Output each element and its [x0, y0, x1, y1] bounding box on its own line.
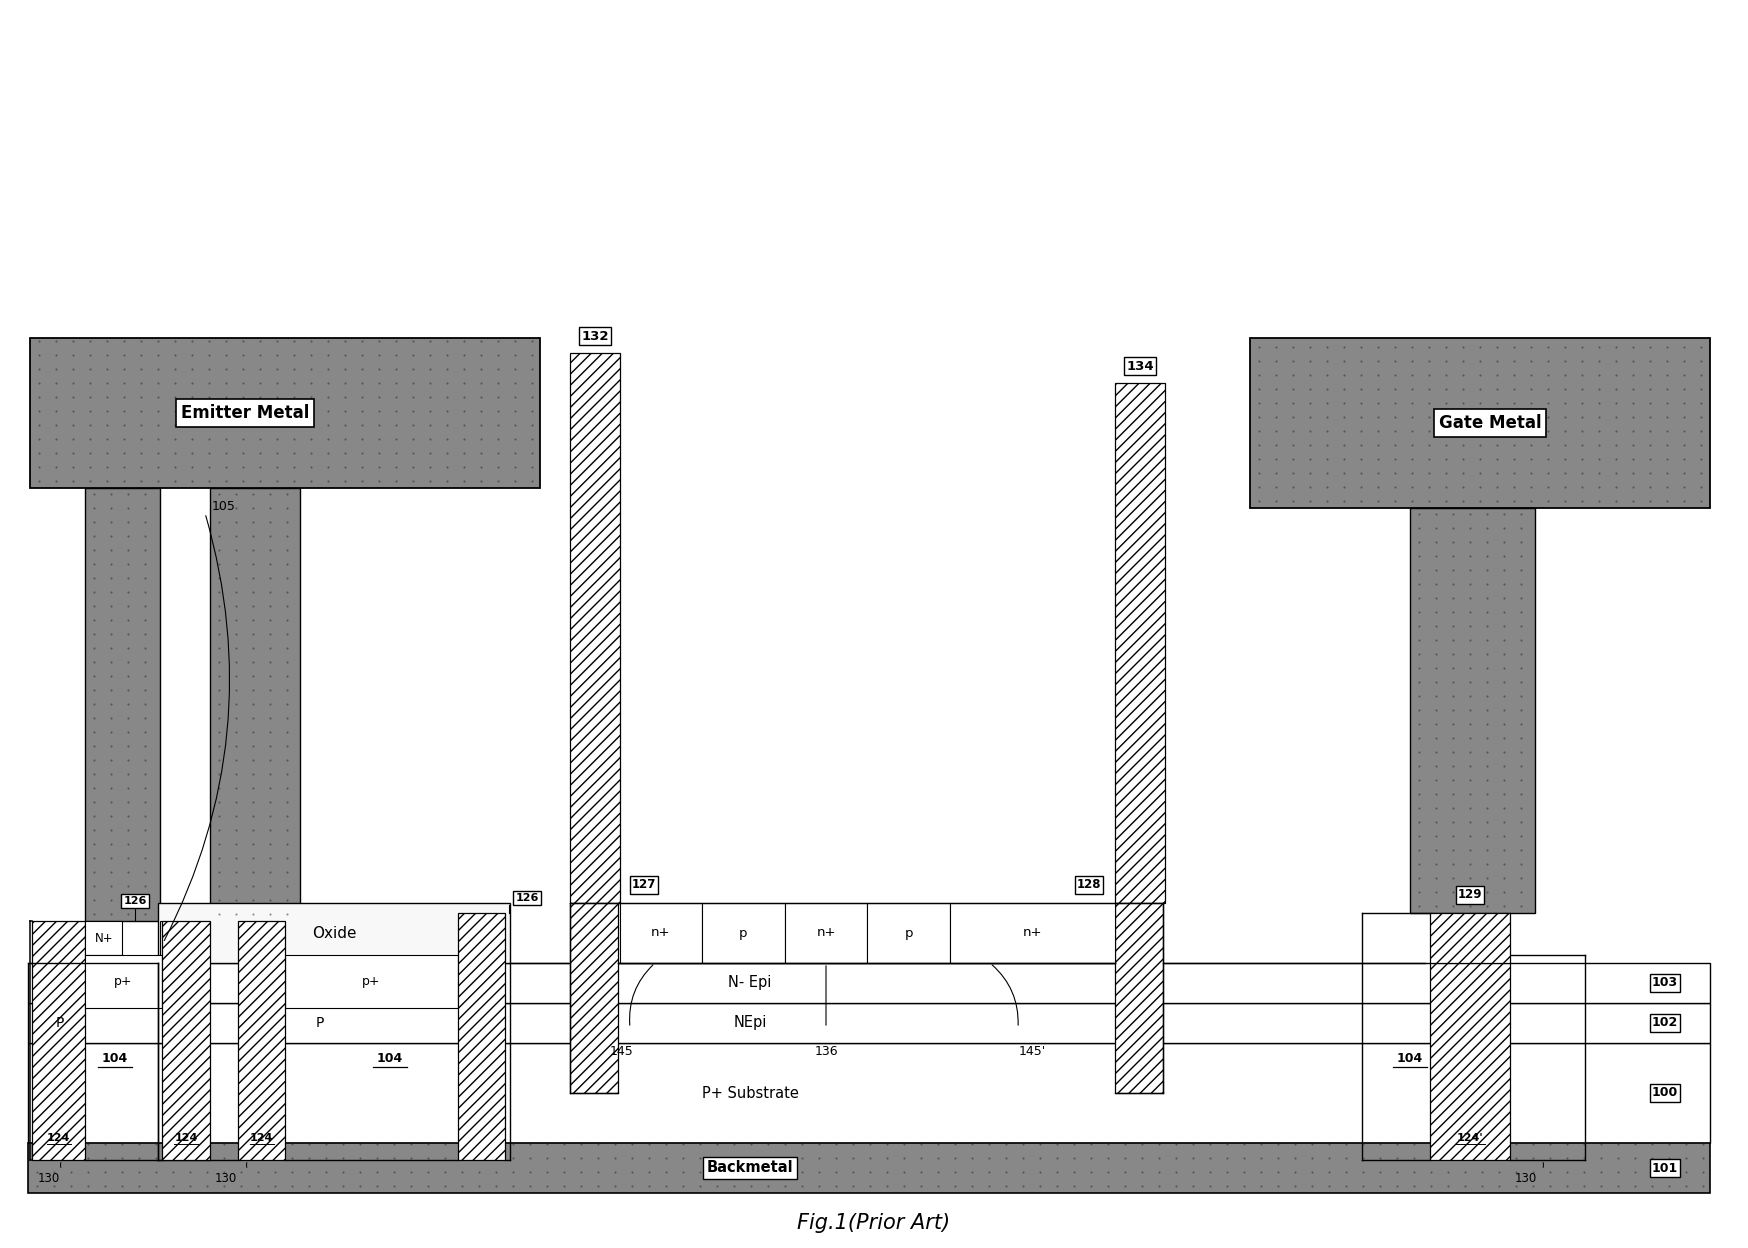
Text: 136: 136 [815, 1045, 837, 1058]
Text: p: p [739, 926, 748, 940]
Text: 104: 104 [378, 1052, 404, 1065]
Text: 124': 124' [1456, 1133, 1484, 1143]
Bar [1250, 338, 1710, 508]
Text: 126: 126 [516, 894, 538, 904]
Bar [163, 921, 210, 1159]
Text: 101: 101 [1652, 1162, 1678, 1174]
Text: N+: N+ [94, 931, 114, 945]
Bar [86, 488, 161, 921]
Bar [785, 904, 867, 963]
Text: 105: 105 [212, 499, 236, 513]
Text: P: P [56, 1016, 65, 1030]
Bar [157, 904, 510, 963]
Bar [1430, 963, 1510, 1159]
Text: 124: 124 [250, 1133, 273, 1143]
Bar [31, 921, 86, 1159]
Text: Fig.1(Prior Art): Fig.1(Prior Art) [797, 1213, 951, 1233]
Bar [86, 955, 163, 1008]
Text: 104: 104 [1397, 1052, 1423, 1065]
Text: Oxide: Oxide [311, 926, 357, 941]
Bar [28, 1043, 1710, 1143]
Text: Emitter Metal: Emitter Metal [180, 404, 309, 422]
Text: N- Epi: N- Epi [729, 976, 771, 991]
Text: 127: 127 [631, 879, 656, 891]
Bar [867, 904, 949, 963]
Bar [285, 955, 458, 1008]
Text: 145': 145' [1019, 1045, 1045, 1058]
Bar [238, 921, 285, 1159]
Text: P+ Substrate: P+ Substrate [701, 1086, 799, 1101]
Text: NEpi: NEpi [734, 1016, 767, 1031]
Text: 103: 103 [1652, 976, 1678, 990]
Text: 126: 126 [124, 896, 147, 906]
Bar [1411, 508, 1535, 914]
Text: n+: n+ [1023, 926, 1042, 940]
Bar [949, 904, 1115, 963]
Text: 130: 130 [215, 1172, 238, 1186]
Text: 124: 124 [47, 1133, 70, 1143]
Bar [28, 1143, 1710, 1193]
Text: n+: n+ [652, 926, 671, 940]
Bar [28, 163, 1710, 963]
Text: 130: 130 [38, 1172, 59, 1186]
Bar [1115, 904, 1162, 1093]
Bar [30, 338, 540, 488]
Bar [1430, 914, 1510, 963]
Text: p+: p+ [114, 975, 133, 988]
Bar [28, 1003, 1710, 1043]
Bar [161, 921, 163, 955]
Bar [1115, 383, 1164, 904]
Bar [28, 963, 1710, 1003]
Bar [86, 921, 122, 955]
Bar [210, 488, 301, 921]
Text: 100: 100 [1652, 1087, 1678, 1099]
Text: 104: 104 [101, 1052, 128, 1065]
Text: n+: n+ [816, 926, 836, 940]
Bar [458, 914, 505, 1159]
Text: Backmetal: Backmetal [706, 1161, 794, 1176]
Text: 132: 132 [582, 329, 608, 342]
Bar [621, 904, 703, 963]
Text: 130: 130 [1516, 1172, 1536, 1186]
Text: Gate Metal: Gate Metal [1439, 414, 1542, 432]
Bar [570, 353, 621, 904]
Text: 134: 134 [1126, 359, 1154, 372]
Text: N+: N+ [163, 931, 182, 945]
Text: P: P [316, 1016, 323, 1030]
Bar [703, 904, 785, 963]
Text: p+: p+ [362, 975, 381, 988]
Text: 128: 128 [1077, 879, 1101, 891]
Text: p: p [904, 926, 912, 940]
Text: 102: 102 [1652, 1017, 1678, 1030]
Text: 124: 124 [175, 1133, 198, 1143]
Bar [570, 904, 619, 1093]
Text: 145: 145 [610, 1045, 635, 1058]
Text: 129: 129 [1458, 889, 1482, 901]
